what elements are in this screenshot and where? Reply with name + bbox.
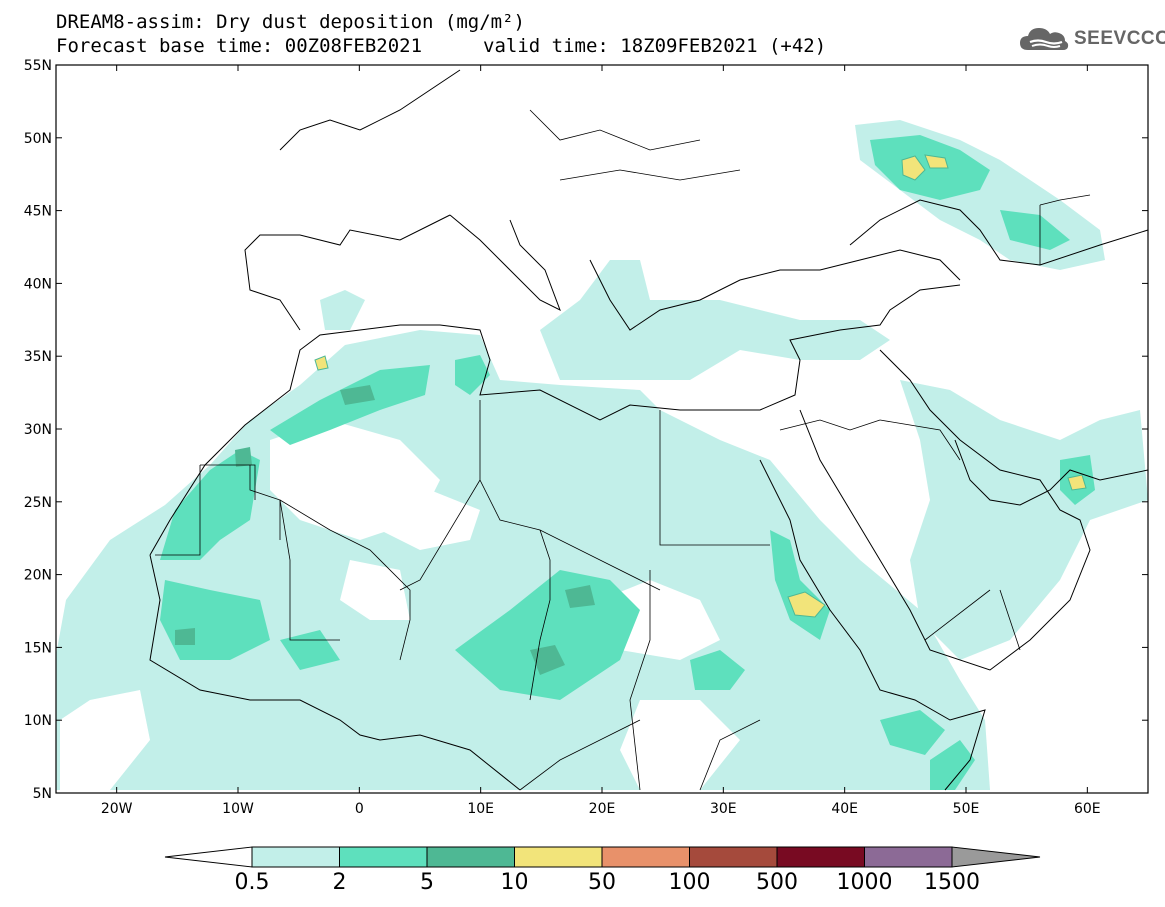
colorbar-swatch <box>776 846 865 868</box>
lat-axis: 55N 50N 45N 40N 35N 30N 25N 20N 15N 10N 5N <box>24 58 1148 802</box>
lat-tick-label: 35N <box>24 349 52 365</box>
lon-tick-label: 20W <box>101 801 133 817</box>
lon-tick-label: 20E <box>589 801 616 817</box>
forecast-base-time: Forecast base time: 00Z08FEB2021 <box>56 35 423 57</box>
cloud-icon <box>1020 28 1069 50</box>
colorbar-label: 50 <box>588 870 616 895</box>
deposition-field-dark <box>175 385 595 675</box>
country-borders <box>155 109 1091 791</box>
lon-tick-label: 10E <box>467 801 494 817</box>
lat-tick-label: 5N <box>33 786 52 802</box>
colorbar-label: 0.5 <box>234 870 270 895</box>
colorbar-label: 100 <box>668 870 711 895</box>
colorbar-swatch <box>426 846 515 868</box>
lon-tick-label: 10W <box>222 801 254 817</box>
lat-tick-label: 50N <box>24 131 52 147</box>
lon-axis: 20W 10W 0 10E 20E 30E 40E 50E 60E <box>101 65 1101 817</box>
colorbar-swatch <box>864 846 953 868</box>
deposition-field-white-gaps <box>60 420 740 790</box>
map-title: DREAM8-assim: Dry dust deposition (mg/m²… <box>56 11 525 33</box>
colorbar-label: 1000 <box>836 870 893 895</box>
lat-tick-label: 55N <box>24 58 52 74</box>
deposition-field-high <box>314 154 1087 618</box>
lon-tick-label: 0 <box>355 801 364 817</box>
colorbar-swatch <box>251 846 340 868</box>
colorbar-label: 10 <box>500 870 529 895</box>
colorbar-swatch <box>339 846 428 868</box>
valid-time: valid time: 18Z09FEB2021 (+42) <box>483 35 827 57</box>
colorbar-label: 500 <box>756 870 798 895</box>
lon-tick-label: 30E <box>710 801 737 817</box>
colorbar-swatch <box>514 846 603 868</box>
colorbar-label: 2 <box>332 870 347 895</box>
lat-tick-label: 15N <box>24 640 52 656</box>
lat-tick-label: 45N <box>24 204 52 220</box>
colorbar-label: 5 <box>420 870 434 895</box>
colorbar-swatch <box>689 846 778 868</box>
colorbar-label: 1500 <box>924 870 980 895</box>
lat-tick-label: 30N <box>24 422 52 438</box>
lat-tick-label: 25N <box>24 495 52 511</box>
lon-tick-label: 50E <box>953 801 980 817</box>
colorbar <box>164 846 1041 868</box>
lat-tick-label: 20N <box>24 568 52 584</box>
logo-text: SEEVCCC <box>1074 28 1165 49</box>
lon-tick-label: 60E <box>1074 801 1101 817</box>
colorbar-over-arrow <box>951 846 1041 868</box>
seevccc-logo: SEEVCCC <box>1018 24 1165 54</box>
lon-tick-label: 40E <box>831 801 858 817</box>
colorbar-swatch <box>601 846 690 868</box>
lat-tick-label: 40N <box>24 276 52 292</box>
colorbar-under-arrow <box>164 846 253 868</box>
lat-tick-label: 10N <box>24 713 52 729</box>
coastlines <box>149 69 1149 791</box>
deposition-field-light <box>56 120 1148 790</box>
